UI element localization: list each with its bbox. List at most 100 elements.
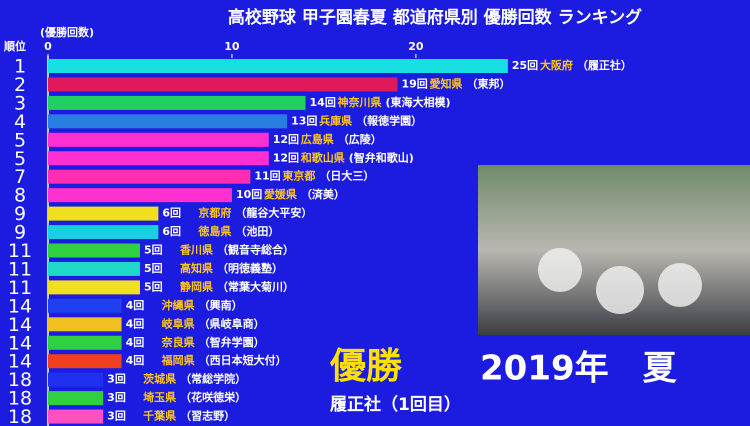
school-label: （日大三） bbox=[319, 169, 374, 183]
category-label: 神奈川県 bbox=[338, 95, 382, 109]
school-label: （習志野） bbox=[180, 409, 235, 423]
rank-label: 14 bbox=[8, 351, 32, 373]
rank-label: 18 bbox=[8, 369, 32, 391]
bar bbox=[48, 261, 140, 276]
school-label: (東海大相模) bbox=[386, 95, 451, 109]
category-label: 静岡県 bbox=[180, 279, 213, 293]
value-label: 10回 bbox=[236, 187, 262, 201]
category-label: 高知県 bbox=[180, 261, 213, 275]
category-label: 広島県 bbox=[301, 132, 334, 146]
school-label: （智弁学園） bbox=[199, 335, 265, 349]
category-label: 岐阜県 bbox=[162, 316, 195, 330]
school-label: （西日本短大付） bbox=[199, 353, 287, 367]
category-label: 奈良県 bbox=[161, 335, 195, 349]
bar bbox=[48, 95, 306, 110]
rank-label: 5 bbox=[14, 129, 26, 151]
category-label: 京都府 bbox=[198, 206, 231, 220]
value-label: 19回 bbox=[402, 76, 428, 90]
winner: 履正社（1回目） bbox=[330, 394, 461, 415]
value-label: 12回 bbox=[273, 132, 299, 146]
x-axis-label: (優勝回数) bbox=[40, 25, 94, 39]
category-label: 大阪府 bbox=[540, 58, 573, 72]
rank-label: 4 bbox=[14, 111, 26, 133]
bar bbox=[48, 169, 251, 184]
bar bbox=[48, 298, 122, 313]
school-label: （興南） bbox=[199, 298, 243, 312]
bar bbox=[48, 280, 140, 295]
bar bbox=[48, 225, 159, 240]
bar bbox=[48, 409, 104, 424]
rank-label: 11 bbox=[8, 258, 32, 280]
category-label: 千葉県 bbox=[143, 409, 176, 423]
value-label: 6回 bbox=[162, 206, 181, 220]
school-label: （明徳義塾） bbox=[217, 261, 283, 275]
value-label: 13回 bbox=[291, 113, 317, 127]
bar bbox=[48, 391, 104, 406]
value-label: 5回 bbox=[144, 279, 163, 293]
x-tick-label: 10 bbox=[224, 40, 240, 53]
rank-label: 9 bbox=[14, 222, 26, 244]
bar bbox=[48, 114, 288, 129]
category-label: 徳島県 bbox=[197, 224, 231, 238]
rank-label: 14 bbox=[8, 295, 32, 317]
value-label: 11回 bbox=[254, 169, 280, 183]
school-label: （花咲徳栄） bbox=[180, 390, 246, 404]
value-label: 4回 bbox=[126, 353, 145, 367]
school-label: （済美） bbox=[301, 187, 345, 201]
bar bbox=[48, 372, 104, 387]
category-label: 茨城県 bbox=[143, 372, 176, 386]
rank-label: 7 bbox=[14, 166, 26, 188]
rank-label: 11 bbox=[8, 277, 32, 299]
rank-header: 順位 bbox=[4, 39, 26, 53]
bar bbox=[48, 59, 508, 73]
photo bbox=[478, 165, 750, 335]
bar bbox=[48, 151, 269, 166]
bar bbox=[48, 354, 122, 369]
school-label: （観音寺総合） bbox=[217, 243, 294, 257]
bar bbox=[48, 206, 159, 221]
rank-label: 5 bbox=[14, 148, 26, 170]
rank-label: 14 bbox=[8, 314, 32, 336]
school-label: （常葉大菊川） bbox=[217, 279, 294, 293]
bar bbox=[48, 243, 140, 258]
rank-label: 11 bbox=[8, 240, 32, 262]
bar bbox=[48, 77, 398, 92]
rank-label: 18 bbox=[8, 388, 32, 410]
bar bbox=[48, 188, 232, 203]
x-tick-label: 20 bbox=[408, 40, 424, 53]
value-label: 12回 bbox=[273, 150, 299, 164]
value-label: 3回 bbox=[107, 372, 126, 386]
category-label: 愛知県 bbox=[430, 76, 463, 90]
chart-title: 高校野球 甲子園春夏 都道府県別 優勝回数 ランキング bbox=[228, 7, 642, 28]
school-label: （東邦） bbox=[467, 76, 511, 90]
category-label: 兵庫県 bbox=[319, 113, 352, 127]
value-label: 6回 bbox=[162, 224, 181, 238]
rank-label: 14 bbox=[8, 332, 32, 354]
bar bbox=[48, 132, 269, 147]
category-label: 埼玉県 bbox=[143, 390, 176, 404]
value-label: 4回 bbox=[126, 335, 145, 349]
category-label: 愛媛県 bbox=[264, 187, 297, 201]
value-label: 3回 bbox=[107, 390, 126, 404]
winner-label: 優勝 bbox=[329, 346, 403, 387]
value-label: 14回 bbox=[310, 95, 336, 109]
rank-label: 18 bbox=[8, 406, 32, 426]
category-label: 東京都 bbox=[282, 169, 315, 183]
school-label: （池田） bbox=[235, 224, 279, 238]
category-label: 和歌山県 bbox=[301, 150, 345, 164]
value-label: 5回 bbox=[144, 243, 163, 257]
value-label: 5回 bbox=[144, 261, 163, 275]
category-label: 沖縄県 bbox=[162, 298, 195, 312]
rank-label: 2 bbox=[14, 74, 26, 96]
rank-label: 9 bbox=[14, 203, 26, 225]
school-label: （広陵） bbox=[338, 132, 382, 146]
value-label: 4回 bbox=[126, 298, 145, 312]
school-label: （履正社） bbox=[577, 58, 632, 72]
school-label: (智弁和歌山) bbox=[349, 150, 414, 164]
value-label: 4回 bbox=[126, 316, 145, 330]
bar bbox=[48, 317, 122, 332]
bar bbox=[48, 335, 122, 350]
rank-label: 1 bbox=[14, 56, 26, 78]
